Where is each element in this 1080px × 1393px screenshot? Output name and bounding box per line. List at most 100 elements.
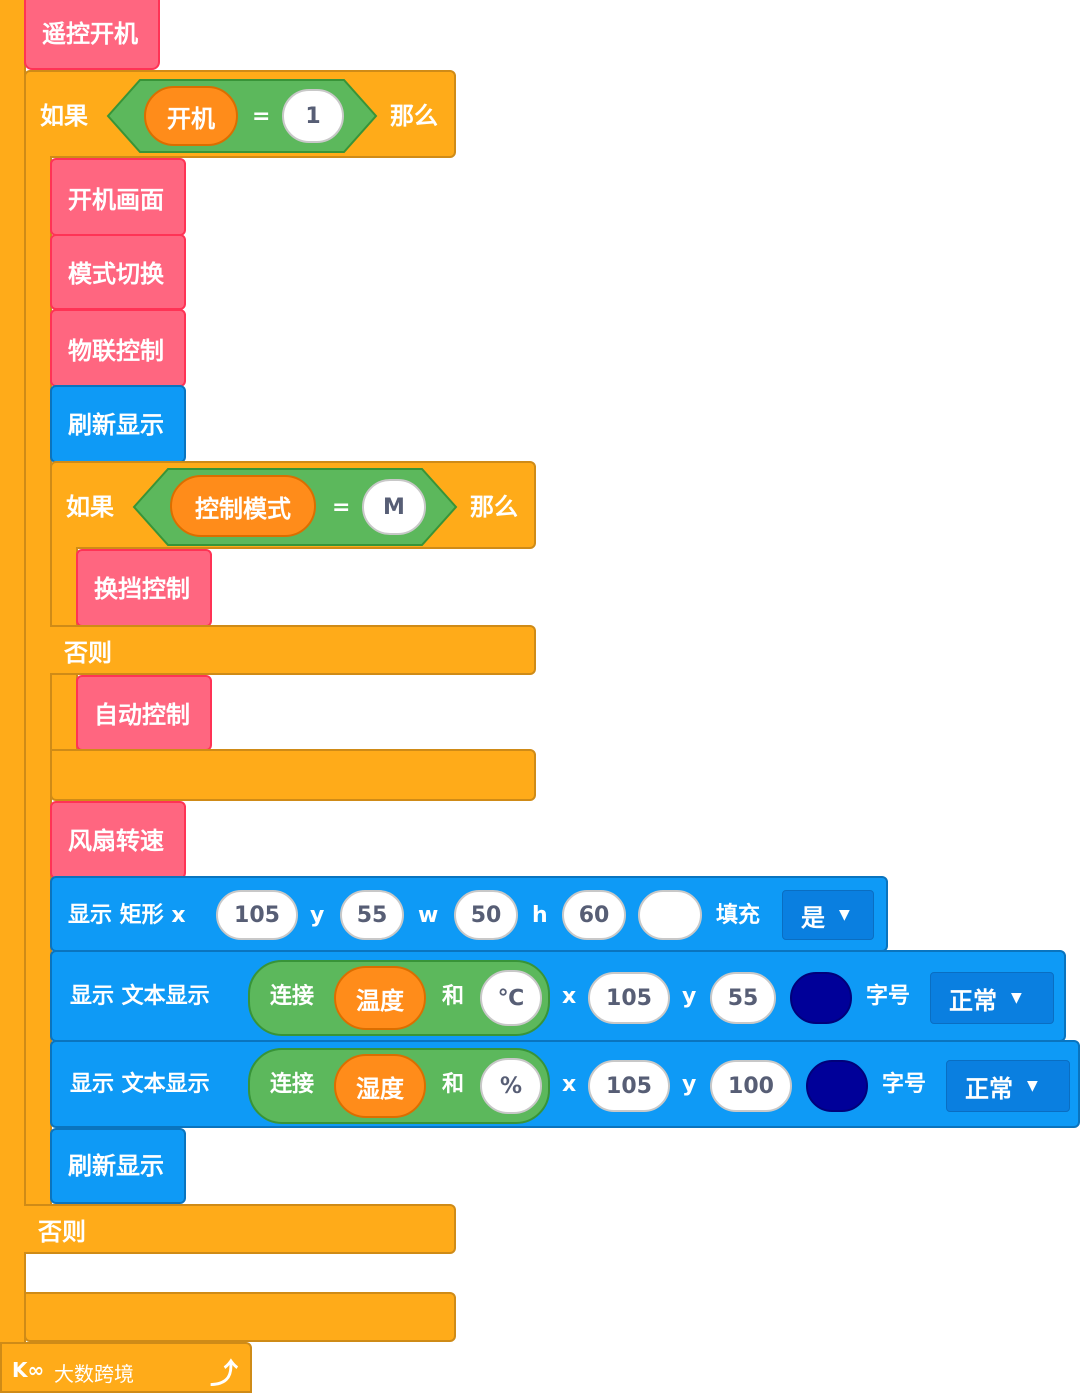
display-text-block-temperature[interactable]: 显示 文本显示 连接 温度 和 ℃ x 105 y 55 字号 正常 ▼ (50, 950, 1066, 1042)
call-block-boot-screen[interactable]: 开机画面 (50, 158, 186, 236)
caret-down-icon: ▼ (839, 907, 850, 923)
variable-control-mode[interactable]: 控制模式 (170, 475, 316, 537)
if2-else-bar: 否则 (50, 625, 536, 675)
call-block-auto-control[interactable]: 自动控制 (76, 675, 212, 751)
if-label: 如果 (40, 102, 88, 130)
join-label: 连接 (270, 984, 315, 1009)
input-value: ℃ (497, 985, 525, 1011)
if-block-control-mode[interactable]: 如果 控制模式 = M 那么 (50, 461, 536, 549)
x-label: x (562, 1072, 577, 1097)
fill-label: 填充 (716, 903, 761, 928)
call-label: 开机画面 (68, 186, 164, 214)
input-value: 100 (728, 1073, 774, 1099)
input-value: 60 (578, 902, 610, 928)
size-value: 正常 (949, 986, 997, 1015)
x-label: x (562, 984, 577, 1009)
variable-label: 控制模式 (195, 494, 291, 523)
rect-x-input[interactable]: 105 (216, 890, 298, 940)
refresh-label: 刷新显示 (68, 1152, 164, 1180)
else-label: 否则 (38, 1218, 86, 1246)
then-label: 那么 (390, 102, 438, 130)
w-label: w (418, 903, 439, 928)
text-y-input[interactable]: 55 (710, 972, 776, 1024)
call-label: 换挡控制 (94, 575, 190, 603)
value-input[interactable]: 1 (282, 89, 344, 143)
then-label: 那么 (470, 493, 518, 521)
if1-footer (24, 1292, 456, 1342)
call-block-gear-control[interactable]: 换挡控制 (76, 549, 212, 627)
size-label: 字号 (882, 1072, 927, 1097)
display-rectangle-block[interactable]: 显示 矩形 x 105 y 55 w 50 h 60 填充 是 ▼ (50, 876, 888, 952)
h-label: h (532, 903, 548, 928)
caret-down-icon: ▼ (1027, 1078, 1038, 1094)
variable-label: 温度 (356, 986, 404, 1015)
rect-block-label: 显示 矩形 x (68, 903, 186, 928)
font-size-dropdown[interactable]: 正常 ▼ (946, 1060, 1070, 1112)
outer-frame-left-bar (0, 0, 26, 1393)
rect-h-input[interactable]: 60 (562, 890, 626, 940)
call-label: 风扇转速 (68, 827, 164, 855)
call-block-iot-control[interactable]: 物联控制 (50, 309, 186, 387)
text-x-input[interactable]: 105 (588, 1060, 670, 1112)
join-label: 连接 (270, 1072, 315, 1097)
input-value: 50 (470, 902, 502, 928)
text-block-label: 显示 文本显示 (70, 984, 210, 1009)
input-value: 55 (727, 985, 759, 1011)
suffix-input[interactable]: ℃ (480, 970, 542, 1026)
input-value: % (499, 1073, 523, 1099)
hat-block-label: 遥控开机 (42, 20, 138, 48)
display-text-block-humidity[interactable]: 显示 文本显示 连接 湿度 和 % x 105 y 100 字号 正常 ▼ (50, 1040, 1080, 1128)
rect-w-input[interactable]: 50 (454, 890, 518, 940)
suffix-input[interactable]: % (480, 1058, 542, 1114)
input-value: 105 (606, 985, 652, 1011)
value-text: 1 (305, 103, 321, 129)
hat-block-remote-power-on[interactable]: 遥控开机 (24, 0, 160, 70)
value-input[interactable]: M (362, 479, 426, 535)
equals-operator: = (332, 495, 351, 520)
rect-y-input[interactable]: 55 (340, 890, 404, 940)
empty-else-slot[interactable] (50, 1254, 170, 1294)
size-label: 字号 (866, 984, 911, 1009)
outer-frame-footer: K∞ 大数跨境 ⤴ (0, 1342, 252, 1393)
size-value: 正常 (965, 1074, 1013, 1103)
refresh-label: 刷新显示 (68, 411, 164, 439)
input-value: 105 (234, 902, 280, 928)
if-block-power-on[interactable]: 如果 开机 = 1 那么 (24, 70, 456, 158)
refresh-display-block[interactable]: 刷新显示 (50, 1128, 186, 1204)
rect-color-picker[interactable] (638, 890, 702, 940)
text-block-label: 显示 文本显示 (70, 1072, 210, 1097)
if1-inner-column (24, 156, 52, 1206)
variable-label: 湿度 (356, 1074, 404, 1103)
y-label: y (682, 1072, 697, 1097)
text-y-input[interactable]: 100 (710, 1060, 792, 1112)
value-text: M (383, 494, 405, 520)
and-label: 和 (442, 1072, 465, 1097)
call-block-fan-speed[interactable]: 风扇转速 (50, 801, 186, 879)
call-label: 模式切换 (68, 260, 164, 288)
call-label: 自动控制 (94, 701, 190, 729)
y-label: y (682, 984, 697, 1009)
text-color-picker[interactable] (790, 972, 852, 1024)
if2-footer (50, 749, 536, 801)
fill-dropdown[interactable]: 是 ▼ (782, 890, 874, 940)
caret-down-icon: ▼ (1011, 990, 1022, 1006)
text-color-picker[interactable] (806, 1060, 868, 1112)
undo-arrow-icon[interactable]: ⤴ (210, 1357, 239, 1390)
else-label: 否则 (64, 639, 112, 667)
variable-power-on[interactable]: 开机 (144, 86, 238, 146)
variable-humidity[interactable]: 湿度 (334, 1054, 426, 1118)
variable-temperature[interactable]: 温度 (334, 966, 426, 1030)
y-label: y (310, 903, 325, 928)
watermark-logo-icon: K∞ (12, 1358, 45, 1382)
equals-operator: = (252, 104, 271, 129)
call-block-mode-switch[interactable]: 模式切换 (50, 234, 186, 310)
refresh-display-block[interactable]: 刷新显示 (50, 385, 186, 463)
input-value: 55 (356, 902, 388, 928)
if-label: 如果 (66, 493, 114, 521)
call-label: 物联控制 (68, 337, 164, 365)
fill-value: 是 (801, 903, 825, 932)
font-size-dropdown[interactable]: 正常 ▼ (930, 972, 1054, 1024)
text-x-input[interactable]: 105 (588, 972, 670, 1024)
and-label: 和 (442, 984, 465, 1009)
watermark-text: 大数跨境 (54, 1362, 134, 1386)
